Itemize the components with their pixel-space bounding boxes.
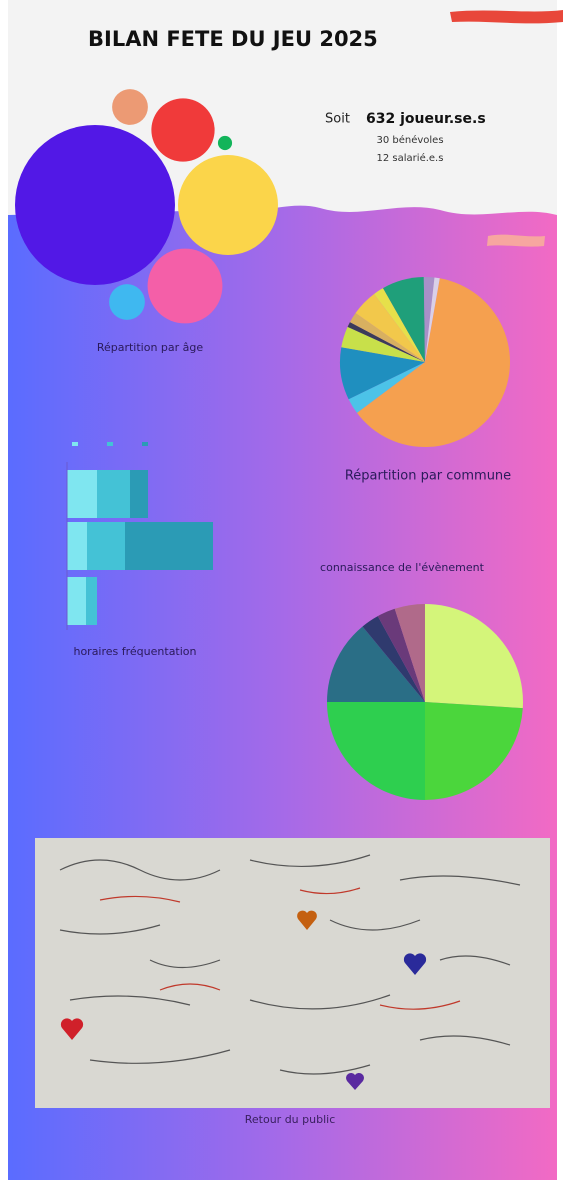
bubble <box>148 249 223 324</box>
bubble <box>112 89 148 125</box>
chart-title: horaires fréquentation <box>73 645 196 658</box>
bar-segment <box>130 470 148 518</box>
bar-segment <box>67 577 86 625</box>
bar-segment <box>97 470 130 518</box>
bubble <box>15 125 175 285</box>
legend-swatch <box>142 442 148 446</box>
bar-segment <box>67 470 97 518</box>
bubble <box>218 136 232 150</box>
bar-segment <box>87 522 125 570</box>
whiteboard <box>35 838 550 1108</box>
bar-segment <box>125 522 213 570</box>
bubble <box>109 284 145 320</box>
infographic: BILAN FETE DU JEU 2025 Soit 632 joueur.s… <box>0 0 565 1180</box>
bar-segment <box>86 577 97 625</box>
title: BILAN FETE DU JEU 2025 <box>88 27 378 51</box>
photo-caption: Retour du public <box>245 1113 336 1126</box>
prefix: Soit <box>325 112 350 127</box>
chart-title: Répartition par âge <box>97 341 204 354</box>
bubble <box>151 98 214 161</box>
brush-stroke <box>450 10 563 23</box>
bubble <box>178 155 278 255</box>
chart-title: connaissance de l'évènement <box>320 561 485 574</box>
photo <box>35 838 550 1108</box>
page: BILAN FETE DU JEU 2025 Soit 632 joueur.s… <box>0 0 565 1180</box>
staff: 12 salarié.e.s <box>377 152 444 164</box>
legend-swatch <box>107 442 113 446</box>
volunteers: 30 bénévoles <box>376 134 443 146</box>
bar-segment <box>67 522 87 570</box>
chart-title: Répartition par commune <box>345 469 511 484</box>
legend-swatch <box>72 442 78 446</box>
players: 632 joueur.se.s <box>366 111 486 127</box>
